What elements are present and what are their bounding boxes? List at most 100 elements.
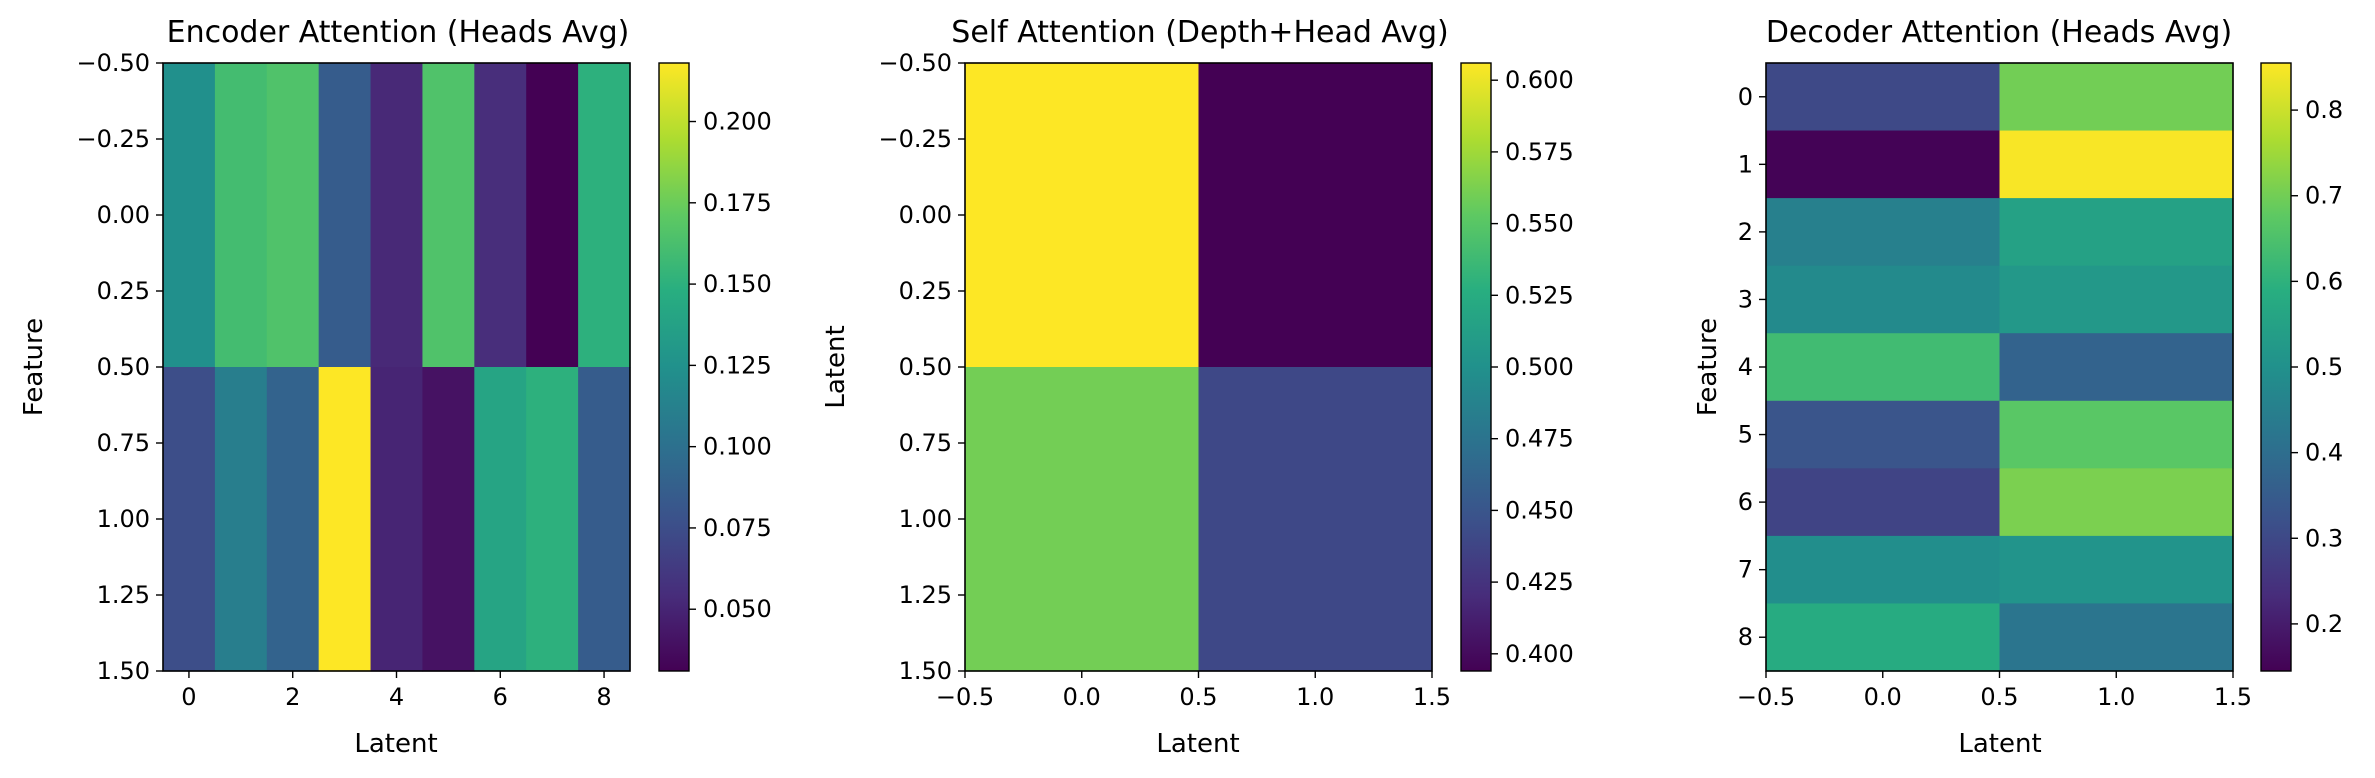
- y-tick-label: 1.00: [899, 505, 952, 533]
- heatmap-cell: [1198, 367, 1433, 672]
- y-tick-label: −0.25: [878, 125, 952, 153]
- y-tick-label: 0.25: [899, 277, 952, 305]
- heatmap-cell: [1766, 63, 2001, 132]
- y-tick-label: −0.50: [878, 49, 952, 77]
- y-tick-label: 6: [1738, 488, 1753, 516]
- x-tick-label: 0.5: [1179, 683, 1217, 711]
- y-tick-label: 2: [1738, 218, 1753, 246]
- x-axis-ticks: 0 2 4 6 8: [181, 671, 612, 711]
- heatmap-cell: [1999, 198, 2234, 267]
- colorbar-tick-label: 0.7: [2305, 182, 2343, 210]
- heatmap-cell: [1198, 63, 1433, 368]
- heatmap-cells: [965, 63, 1433, 672]
- y-tick-label: 1.50: [899, 657, 952, 685]
- y-axis-label: Feature: [1693, 318, 1723, 416]
- colorbar-tick-label: 0.600: [1505, 66, 1574, 94]
- heatmap-cell: [1999, 535, 2234, 605]
- y-axis-ticks: −0.50 −0.25 0.00 0.25 0.50 0.75 1.00 1.25 1.50: [76, 49, 163, 685]
- x-axis-label: Latent: [1958, 729, 2041, 759]
- colorbar-tick-label: 0.150: [703, 270, 772, 298]
- x-tick-label: 1.5: [2214, 683, 2252, 711]
- panel-title: Decoder Attention (Heads Avg): [1766, 15, 2232, 50]
- colorbar-tick-label: 0.500: [1505, 353, 1574, 381]
- y-tick-label: 0.25: [97, 277, 150, 305]
- x-tick-label: 1.0: [2097, 683, 2135, 711]
- colorbar-tick-label: 0.8: [2305, 96, 2343, 124]
- colorbar-tick-label: 0.400: [1505, 640, 1574, 668]
- y-tick-label: 0.50: [899, 353, 952, 381]
- x-tick-label: 6: [493, 683, 508, 711]
- heatmap-cell: [1999, 333, 2234, 402]
- heatmap-cell: [1999, 130, 2234, 199]
- x-tick-label: 1.0: [1296, 683, 1334, 711]
- colorbar-tick-label: 0.4: [2305, 439, 2343, 467]
- panel-title: Self Attention (Depth+Head Avg): [951, 15, 1448, 50]
- colorbar-ticks: 0.050 0.075 0.100 0.125 0.150 0.175 0.200: [689, 108, 772, 623]
- colorbar-tick-label: 0.450: [1505, 496, 1574, 524]
- x-tick-label: 0: [181, 683, 196, 711]
- heatmap-cell: [474, 63, 527, 368]
- x-axis-label: Latent: [354, 729, 437, 759]
- heatmap-cell: [318, 367, 372, 672]
- x-tick-label: 4: [389, 683, 404, 711]
- heatmap-cell: [1766, 198, 2001, 267]
- colorbar-tick-label: 0.125: [703, 351, 772, 379]
- heatmap-cell: [1999, 265, 2234, 334]
- x-tick-label: −0.5: [936, 683, 994, 711]
- y-tick-label: 0.75: [899, 429, 952, 457]
- colorbar-tick-label: 0.575: [1505, 138, 1574, 166]
- heatmap-cell: [965, 367, 1200, 672]
- heatmap-cell: [163, 63, 216, 368]
- heatmap-cell: [163, 367, 216, 672]
- colorbar-tick-label: 0.050: [703, 595, 772, 623]
- heatmap-cell: [422, 63, 475, 368]
- x-axis-label: Latent: [1156, 729, 1239, 759]
- heatmap-cell: [526, 63, 579, 368]
- y-tick-label: 1.00: [97, 505, 150, 533]
- heatmap-cell: [214, 63, 268, 368]
- colorbar-tick-label: 0.200: [703, 108, 772, 136]
- y-tick-label: 1.25: [899, 581, 952, 609]
- panel-self-attention: Self Attention (Depth+Head Avg) −0.5 0.0 0…: [821, 15, 1574, 759]
- heatmap-cell: [1766, 400, 2001, 469]
- y-axis-ticks: 0 1 2 3 4 5 6 7 8: [1738, 83, 1766, 651]
- colorbar: [2260, 62, 2292, 672]
- heatmap-cell: [266, 367, 320, 672]
- colorbar-tick-label: 0.2: [2305, 610, 2343, 638]
- heatmap-cell: [1999, 468, 2234, 537]
- heatmap-cell: [1766, 468, 2001, 537]
- y-tick-label: 0: [1738, 83, 1753, 111]
- heatmap-cell: [1999, 603, 2234, 672]
- colorbar-tick-label: 0.525: [1505, 281, 1574, 309]
- heatmap-cell: [214, 367, 268, 672]
- x-tick-label: 1.5: [1413, 683, 1451, 711]
- heatmap-cell: [318, 63, 372, 368]
- y-tick-label: 4: [1738, 353, 1753, 381]
- heatmap-cell: [266, 63, 320, 368]
- x-axis-ticks: −0.5 0.0 0.5 1.0 1.5: [1737, 671, 2252, 711]
- heatmap-cells: [163, 63, 631, 672]
- heatmap-cell: [1766, 265, 2001, 334]
- y-axis-label: Latent: [821, 325, 851, 408]
- panel-decoder-attention: Decoder Attention (Heads Avg) −0.5 0.0 0.5…: [1693, 15, 2343, 759]
- y-tick-label: 0.75: [97, 429, 150, 457]
- y-axis-label: Feature: [19, 318, 49, 416]
- colorbar-tick-label: 0.425: [1505, 568, 1574, 596]
- y-tick-label: 0.00: [97, 201, 150, 229]
- colorbar-tick-label: 0.175: [703, 189, 772, 217]
- panel-encoder-attention: Encoder Attention (Heads Avg) 0 2 4 6 8 −0.5…: [19, 15, 772, 759]
- heatmap-cell: [965, 63, 1200, 368]
- x-tick-label: −0.5: [1737, 683, 1795, 711]
- y-tick-label: 1: [1738, 150, 1753, 178]
- y-tick-label: 8: [1738, 623, 1753, 651]
- y-tick-label: 0.50: [97, 353, 150, 381]
- heatmap-cell: [422, 367, 475, 672]
- x-tick-label: 2: [285, 683, 300, 711]
- heatmap-cell: [578, 63, 631, 368]
- y-tick-label: 1.25: [97, 581, 150, 609]
- heatmap-cell: [526, 367, 579, 672]
- y-tick-label: 5: [1738, 421, 1753, 449]
- x-tick-label: 0.0: [1063, 683, 1101, 711]
- heatmap-cell: [474, 367, 527, 672]
